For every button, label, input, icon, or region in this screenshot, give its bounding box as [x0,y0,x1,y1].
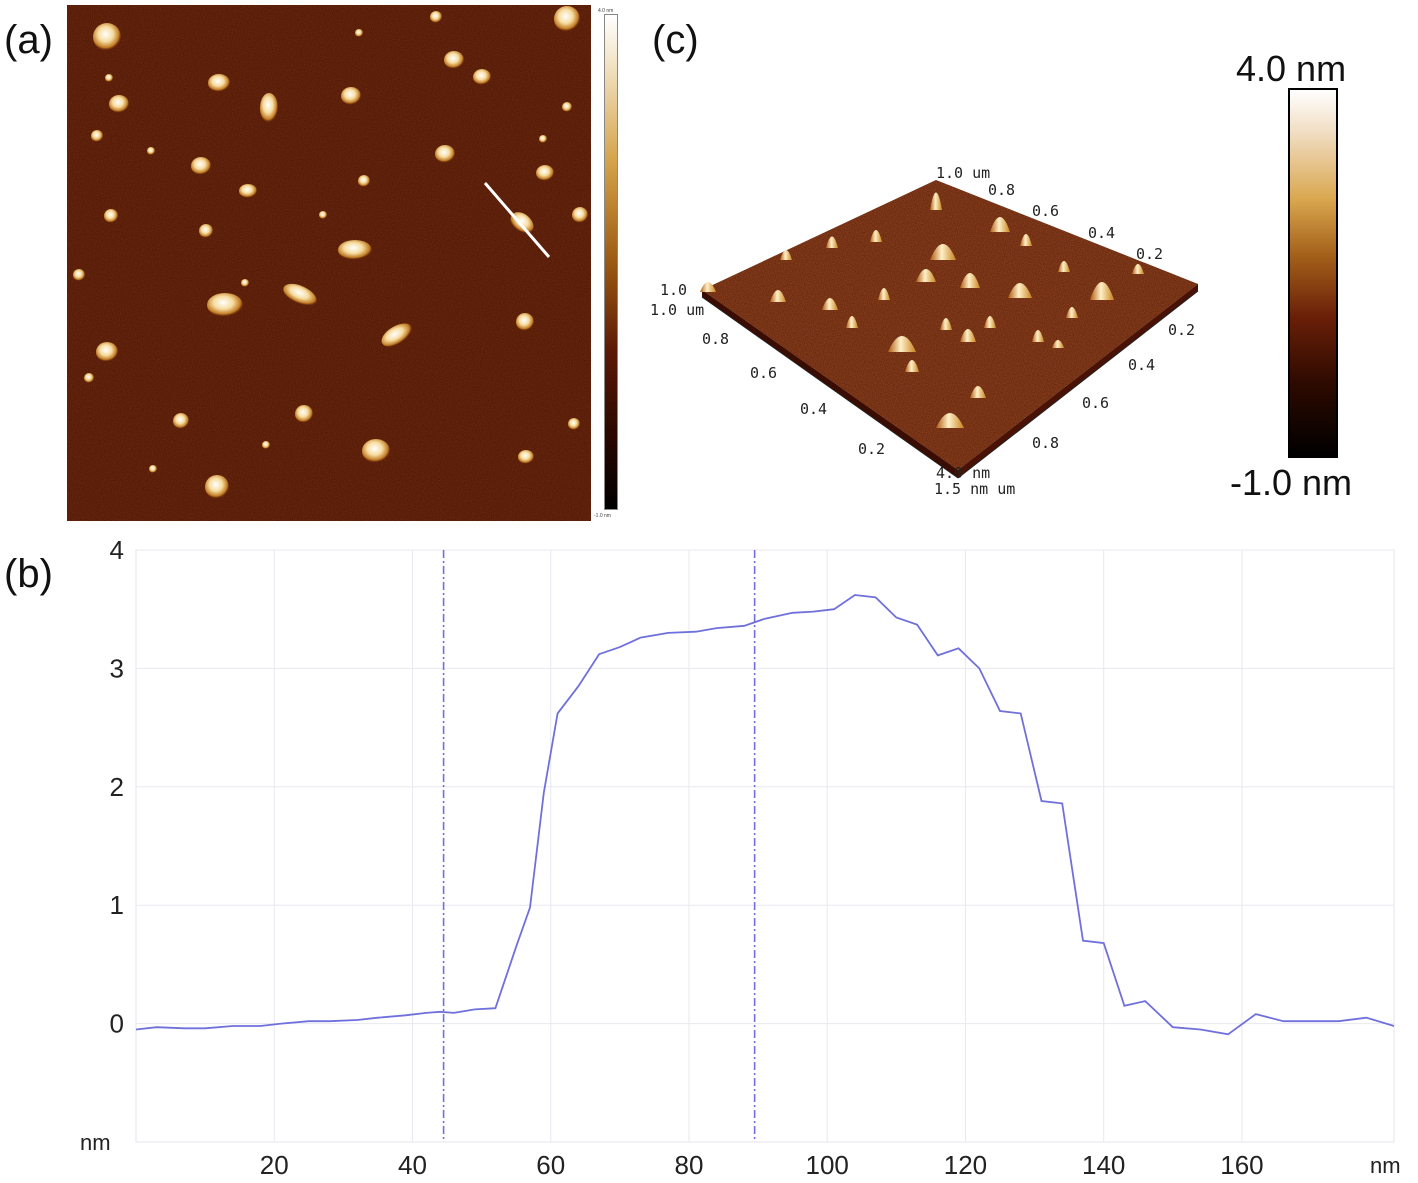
profile-line [483,182,551,258]
y-tick-label: 1 [110,890,124,920]
colorbar [1288,88,1338,458]
plot-frame [135,549,1395,1143]
x-tick-label: 60 [536,1150,565,1180]
axis-left-tick: 0.6 [750,364,777,382]
x-tick-labels: 20 40 60 80 100 120 140 160 [260,1150,1264,1180]
axis-left-tick: 0.4 [800,400,827,418]
axis-back-tick: 0.6 [1032,202,1059,220]
surface-front-left [702,290,958,478]
afm-3d-surface: 1.0 um 1.0 0.8 0.6 0.4 0.2 0.2 0.4 0.6 0… [650,164,1199,498]
y-axis-label: nm [80,1130,111,1155]
y-tick-label: 4 [110,535,124,565]
x-tick-label: 100 [806,1150,849,1180]
afm-noise [67,5,591,521]
small-colorbar-min: -1.0 nm [594,513,611,519]
panel-label-a: (a) [4,18,53,62]
y-tick-label: 0 [110,1009,124,1039]
axis-back-tick: 0.8 [988,181,1015,199]
axis-back-tick: 0.4 [1088,224,1115,242]
small-colorbar-max: 4.0 nm [598,8,614,14]
axis-left-tick: 0.2 [858,440,885,458]
colorbar-max-label: 4.0 nm [1236,48,1347,89]
x-axis-label: nm [1370,1153,1401,1178]
axis-right-tick: 0.2 [1168,321,1195,339]
axis-left-tick: 0.8 [702,330,729,348]
axis-z-bottom: 4.0 nm [936,464,990,482]
x-tick-label: 20 [260,1150,289,1180]
afm-height-image [67,5,591,521]
small-colorbar [604,14,618,510]
axis-right-tick: 0.8 [1032,434,1059,452]
x-tick-label: 80 [675,1150,704,1180]
axis-corner-label: 1.5 nm um [934,480,1015,498]
y-tick-labels: 0 1 2 3 4 [110,535,124,1039]
surface-peaks [700,192,1144,428]
surface-front-right [958,284,1198,478]
height-profile-chart: 0 1 2 3 4 20 40 60 80 100 120 140 160 nm nm [80,535,1401,1180]
x-tick-label: 120 [944,1150,987,1180]
profile-series-line [135,594,1395,1036]
y-tick-label: 3 [110,653,124,683]
x-tick-label: 140 [1082,1150,1125,1180]
axis-right-tick: 0.4 [1128,356,1155,374]
chart-grid [135,549,1395,1143]
colorbar-min-label: -1.0 nm [1230,462,1353,503]
y-tick-label: 2 [110,772,124,802]
panel-label-b: (b) [4,552,53,596]
panel-label-c: (c) [652,18,699,62]
axis-left-start: 1.0 um [650,301,704,319]
axis-top-label: 1.0 um [936,164,990,182]
axis-z-top: 1.0 [660,281,687,299]
x-tick-label: 160 [1220,1150,1263,1180]
axis-back-tick: 0.2 [1136,245,1163,263]
axis-right-tick: 0.6 [1082,394,1109,412]
x-tick-label: 40 [398,1150,427,1180]
cursor-markers [442,550,756,1142]
